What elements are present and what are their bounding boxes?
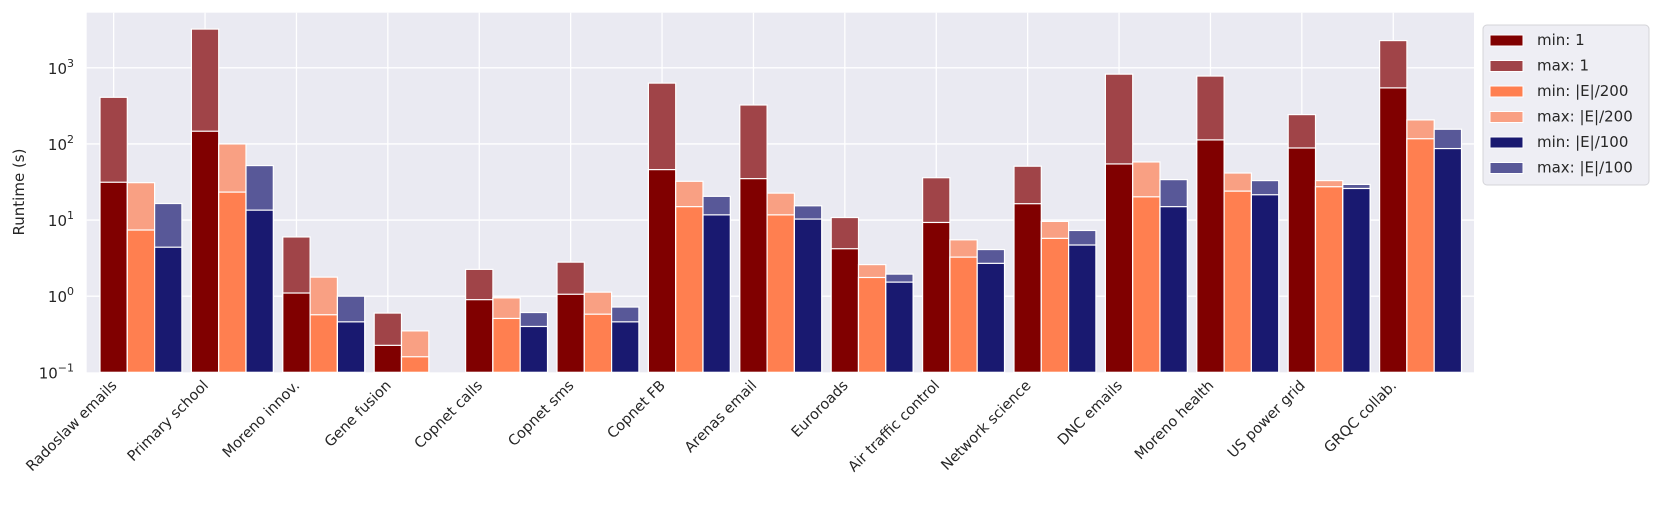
y-tick-label: 101 (48, 209, 74, 230)
bar-min-1 (190, 130, 220, 373)
x-tick-label: Copnet FB (605, 378, 669, 442)
bar-min-1 (99, 181, 128, 373)
y-axis-label: Runtime (s) (10, 149, 28, 236)
bar-min-e-100 (1067, 244, 1097, 373)
bar-min-e-200 (126, 229, 156, 373)
bar-min-1 (1104, 163, 1134, 373)
bar-min-e-100 (245, 209, 274, 373)
legend-swatch (1489, 85, 1524, 98)
legend-swatch (1489, 111, 1524, 123)
bar-min-e-200 (400, 356, 430, 373)
bar-min-e-200 (857, 276, 887, 373)
legend-label: min: |E|/200 (1537, 82, 1628, 100)
bar-min-e-100 (336, 321, 366, 373)
bar-min-1 (921, 221, 951, 373)
bar-min-e-100 (154, 246, 183, 373)
bar-min-e-100 (1433, 147, 1463, 373)
x-tick-label: Moreno innov. (220, 378, 303, 461)
legend-label: min: |E|/100 (1537, 133, 1628, 151)
x-tick-label: Moreno health (1132, 378, 1217, 463)
x-tick-label: DNC emails (1055, 378, 1126, 449)
x-tick-label: Gene fusion (322, 378, 395, 451)
bar-min-1 (373, 344, 403, 373)
bar-min-1 (465, 299, 494, 373)
bar-min-1 (830, 248, 860, 373)
bar-min-e-200 (1314, 186, 1344, 373)
legend-swatch (1489, 34, 1524, 47)
bar-min-1 (647, 169, 677, 373)
bar-min-e-100 (885, 281, 914, 373)
bar-min-e-100 (976, 262, 1006, 373)
bar-min-e-200 (675, 206, 704, 373)
x-tick-label: Primary school (125, 378, 212, 465)
x-tick-label: Radoslaw emails (23, 378, 120, 475)
y-tick-labels: 10−1 100 101 102 103 (39, 57, 74, 382)
bar-min-e-100 (1342, 187, 1371, 373)
x-tick-label: US power grid (1225, 378, 1309, 462)
bar-min-1 (556, 293, 585, 373)
bar-min-1 (1196, 139, 1225, 373)
bar-min-e-200 (309, 314, 339, 373)
legend-swatch (1489, 60, 1524, 72)
bar-min-e-100 (702, 214, 731, 373)
bar-min-1 (1013, 203, 1042, 373)
y-tick-label: 103 (48, 57, 74, 78)
bar-min-e-200 (1223, 190, 1252, 373)
x-tick-label: Network science (939, 378, 1035, 474)
bar-min-e-100 (1159, 206, 1188, 373)
y-tick-label: 102 (48, 133, 74, 154)
legend-label: max: |E|/100 (1537, 159, 1633, 177)
bar-min-1 (282, 292, 311, 373)
bar-min-e-200 (1040, 237, 1070, 373)
bar-min-e-100 (1250, 194, 1280, 373)
x-tick-label: Arenas email (682, 378, 760, 456)
legend-label: max: 1 (1537, 57, 1589, 75)
legend-box (1482, 24, 1650, 186)
bar-min-e-200 (766, 214, 795, 373)
legend: min: 1 max: 1 min: |E|/200 max: |E|/200 min:… (1482, 24, 1650, 186)
legend-label: max: |E|/200 (1537, 108, 1633, 126)
legend-swatch (1489, 162, 1524, 174)
x-tick-label: Euroroads (789, 378, 852, 441)
legend-swatch (1489, 136, 1524, 149)
bar-min-1 (1287, 147, 1317, 373)
bar-min-e-200 (1406, 138, 1435, 373)
x-tick-label: Air traffic control (846, 378, 944, 476)
bar-min-e-200 (492, 317, 521, 373)
y-tick-label: 100 (48, 285, 74, 306)
bar-min-1 (739, 178, 768, 373)
legend-label: min: 1 (1537, 31, 1585, 49)
x-tick-label: Copnet calls (412, 378, 486, 452)
bar-min-e-200 (218, 191, 247, 373)
bar-min-e-100 (519, 325, 549, 373)
bar-min-1 (1378, 87, 1408, 373)
bars (99, 28, 1463, 373)
bar-min-e-200 (583, 313, 613, 373)
y-tick-label: 10−1 (39, 361, 74, 382)
x-tick-label: GRQC collab. (1322, 378, 1401, 457)
x-tick-label: Copnet sms (505, 378, 577, 450)
bar-min-e-200 (1132, 196, 1161, 373)
bar-min-e-200 (949, 256, 978, 373)
x-tick-labels: Radoslaw emails Primary school Moreno inno… (23, 378, 1400, 476)
bar-min-e-100 (793, 218, 823, 373)
bar-min-e-100 (610, 321, 640, 373)
